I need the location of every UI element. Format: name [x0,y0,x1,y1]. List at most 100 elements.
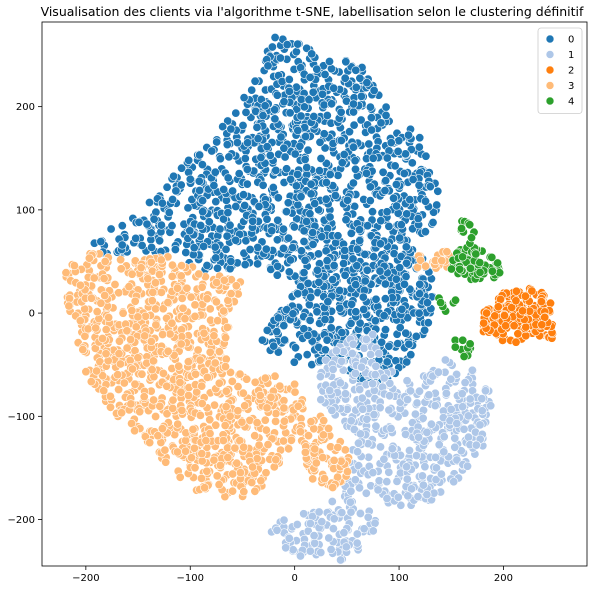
series-1-points [267,329,496,565]
data-point [197,381,207,391]
data-point [326,544,336,554]
data-point [450,433,460,443]
data-point [156,220,166,230]
data-point [305,209,315,219]
data-point [315,372,325,382]
data-point [236,468,246,478]
data-point [158,304,168,314]
data-point [486,401,496,411]
data-point [357,393,367,403]
data-point [117,408,127,418]
data-point [350,368,360,378]
data-point [247,85,257,95]
legend-box [537,27,583,114]
data-point [279,143,289,153]
data-point [431,463,441,473]
data-point [197,473,207,483]
data-point [231,108,241,118]
data-point [134,217,144,227]
data-point [190,300,200,310]
data-point [452,455,462,465]
data-point [198,196,208,206]
data-point [355,73,365,83]
data-point [81,367,91,377]
data-point [127,269,137,279]
data-point [230,443,240,453]
data-point [376,118,386,128]
data-point [299,324,309,334]
scatter-points [61,32,557,565]
data-point [101,325,111,335]
y-tick-label: 0 [29,309,35,320]
data-point [131,233,141,243]
data-point [326,323,336,333]
data-point [299,226,309,236]
data-point [300,447,310,457]
data-point [127,305,137,315]
data-point [306,189,316,199]
data-point [455,264,465,274]
data-point [380,325,390,335]
data-point [149,214,159,224]
data-point [239,442,249,452]
data-point [219,306,229,316]
data-point [414,432,424,442]
data-point [507,302,517,312]
data-point [220,420,230,430]
data-point [459,351,469,361]
data-point [310,538,320,548]
data-point [450,295,460,305]
data-point [462,461,472,471]
series-2-points [478,284,557,347]
data-point [415,133,425,143]
data-point [261,244,271,254]
data-point [115,336,125,346]
data-point [202,372,212,382]
data-point [452,418,462,428]
data-point [140,331,150,341]
data-point [256,153,266,163]
data-point [176,180,186,190]
data-point [181,435,191,445]
data-point [458,402,468,412]
data-point [420,462,430,472]
data-point [174,361,184,371]
data-point [341,57,351,67]
data-point [262,214,272,224]
data-point [308,239,318,249]
data-point [191,369,201,379]
data-point [194,269,204,279]
data-point [355,384,365,394]
data-point [181,248,191,258]
data-point [321,246,331,256]
data-point [64,301,74,311]
data-point [405,386,415,396]
data-point [106,402,116,412]
data-point [320,314,330,324]
data-point [358,404,368,414]
data-point [335,303,345,313]
data-point [344,127,354,137]
data-point [141,311,151,321]
data-point [346,507,356,517]
data-point [295,141,305,151]
data-point [347,348,357,358]
data-point [157,198,167,208]
data-point [151,411,161,421]
data-point [218,435,228,445]
data-point [379,454,389,464]
data-point [237,417,247,427]
data-point [279,515,289,525]
data-point [352,529,362,539]
data-point [122,343,132,353]
data-point [324,533,334,543]
data-point [359,524,369,534]
data-point [495,294,505,304]
data-point [226,367,236,377]
data-point [272,525,282,535]
data-point [284,444,294,454]
x-tick-label: −100 [177,573,204,584]
data-point [411,451,421,461]
data-point [133,312,143,322]
data-point [266,392,276,402]
